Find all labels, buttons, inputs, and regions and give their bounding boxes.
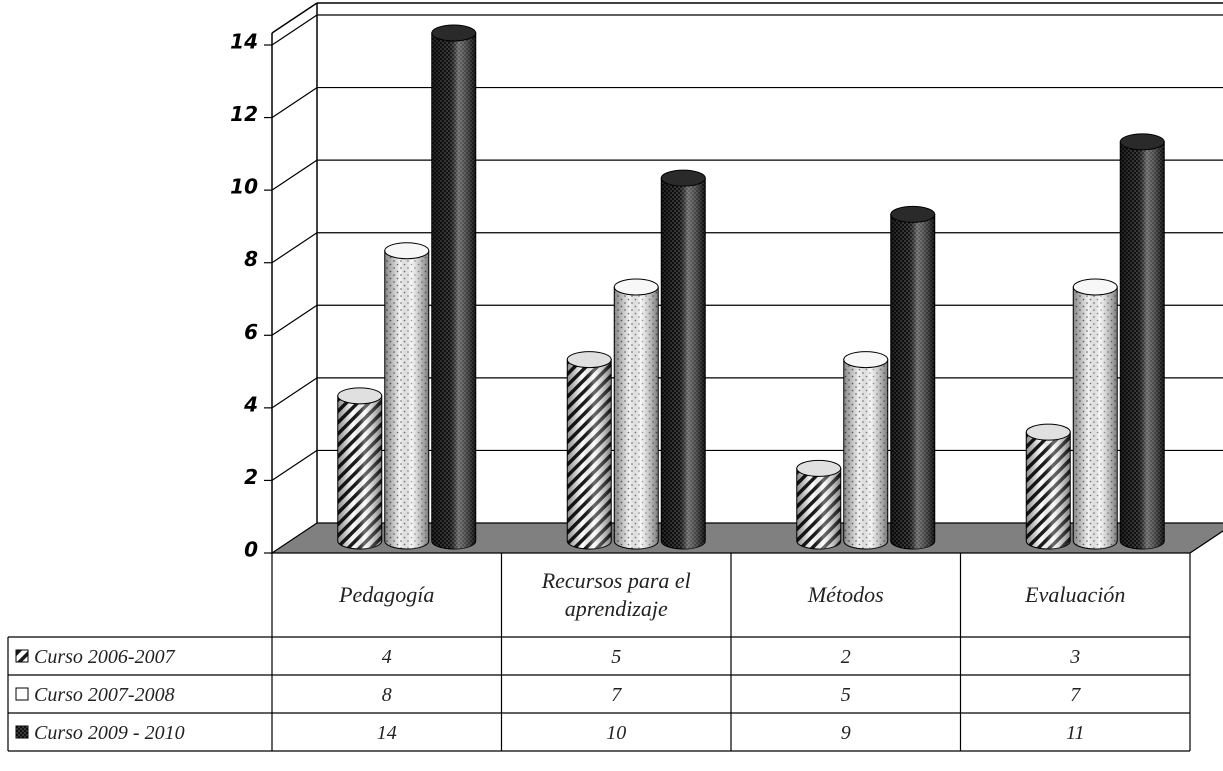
bar-top	[890, 205, 936, 223]
bar-shading	[431, 33, 476, 549]
x-tick-label: Pedagogía	[338, 582, 434, 607]
bar-top	[660, 169, 706, 187]
y-tick-label: 8	[244, 247, 258, 271]
bar-top	[1025, 423, 1071, 441]
bar-top	[1072, 278, 1118, 296]
y-tick-label: 0	[244, 538, 258, 562]
bar	[337, 387, 383, 550]
y-tick-label: 6	[244, 320, 258, 344]
legend-label: Curso 2006-2007	[34, 646, 176, 668]
data-label: 5	[611, 646, 621, 668]
bar	[384, 242, 430, 550]
bar-top	[613, 278, 659, 296]
bar	[1025, 423, 1071, 550]
y-tick-label: 12	[230, 102, 258, 126]
y-tick-label: 14	[230, 30, 258, 54]
bar	[796, 459, 842, 550]
bar-shading	[661, 178, 706, 549]
gridline-side	[271, 232, 318, 264]
bar-top	[431, 24, 477, 42]
data-label: 9	[841, 722, 851, 744]
bar	[843, 351, 889, 550]
data-label: 7	[611, 684, 622, 706]
bar-shading	[1026, 432, 1071, 549]
legend-key	[15, 649, 29, 663]
bar	[1119, 133, 1165, 550]
bar-top	[566, 351, 612, 369]
bar-shading	[843, 359, 888, 549]
legend-key	[15, 687, 29, 701]
bar-top	[843, 351, 889, 369]
bar	[1072, 278, 1118, 550]
y-tick-label: 4	[243, 392, 258, 416]
bar-shading	[1073, 287, 1118, 549]
data-label: 3	[1069, 646, 1080, 668]
gridline-side	[271, 159, 318, 191]
gridline-side	[271, 449, 318, 481]
bar-shading	[337, 395, 382, 549]
bar-top	[337, 387, 383, 405]
data-label: 7	[1070, 684, 1081, 706]
bars	[337, 24, 1165, 550]
y-tick-label: 10	[230, 175, 258, 199]
x-tick-label: Evaluación	[1024, 582, 1125, 607]
side-wall-top-edge	[271, 2, 318, 34]
bar-shading	[1120, 141, 1165, 549]
bar-shading	[384, 250, 429, 549]
bar-shading	[890, 214, 935, 549]
data-label: 14	[377, 722, 397, 744]
floor	[270, 522, 1223, 554]
bar	[613, 278, 659, 550]
bar-shading	[796, 468, 841, 549]
x-tick-label: Métodos	[807, 582, 884, 607]
bar-top	[1119, 133, 1165, 151]
chart-walls	[271, 2, 1223, 553]
y-tick-label: 2	[244, 465, 258, 489]
legend-label: Curso 2007-2008	[34, 684, 175, 706]
gridline-side	[271, 87, 318, 119]
gridline-side	[271, 377, 318, 409]
bar-top	[384, 242, 430, 260]
gridline-side	[271, 304, 318, 336]
legend-label: Curso 2009 - 2010	[34, 722, 185, 744]
bar-top	[796, 459, 842, 477]
x-tick-label: Recursos para el aprendizaje	[541, 568, 691, 621]
bar	[431, 24, 477, 550]
bar-shading	[567, 359, 612, 549]
data-label: 2	[841, 646, 851, 668]
data-table: Pedagogía Recursos para el aprendizaje Méto…	[7, 553, 1191, 752]
data-label: 4	[382, 646, 392, 668]
data-label: 5	[841, 684, 851, 706]
data-label: 10	[606, 722, 626, 744]
chart-floor	[270, 522, 1223, 554]
data-label: 8	[382, 684, 392, 706]
data-label: 11	[1066, 722, 1085, 744]
gridline-side	[271, 14, 318, 46]
bar	[660, 169, 706, 550]
y-axis-ticks: 0 2 4 6 8 10 12 14	[230, 30, 272, 562]
bar	[566, 351, 612, 550]
bar	[890, 205, 936, 550]
bar-shading	[614, 287, 659, 549]
legend-key	[15, 725, 29, 739]
